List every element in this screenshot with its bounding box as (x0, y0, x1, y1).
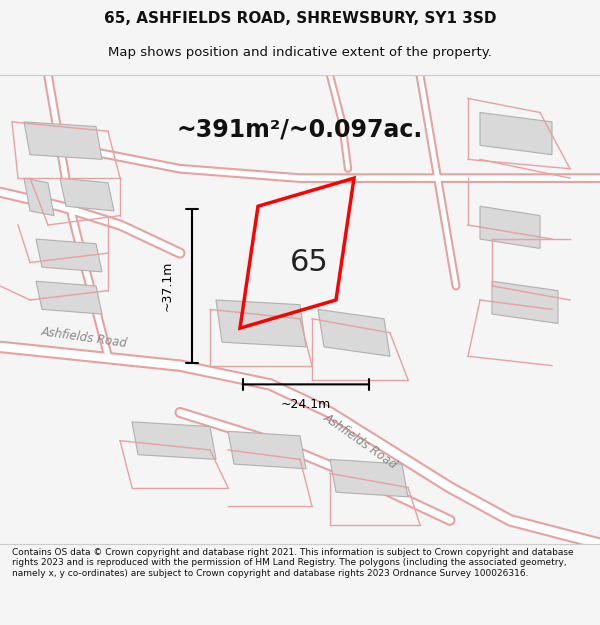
Polygon shape (228, 431, 306, 469)
Polygon shape (492, 281, 558, 324)
Polygon shape (480, 112, 552, 154)
Polygon shape (36, 281, 102, 314)
Polygon shape (24, 178, 54, 216)
Polygon shape (132, 422, 216, 459)
Polygon shape (36, 239, 102, 272)
Polygon shape (480, 206, 540, 248)
Polygon shape (24, 122, 102, 159)
Text: Ashfields Road: Ashfields Road (320, 411, 400, 471)
Text: ~37.1m: ~37.1m (161, 261, 174, 311)
Text: ~391m²/~0.097ac.: ~391m²/~0.097ac. (177, 118, 423, 141)
Polygon shape (330, 459, 408, 497)
Polygon shape (318, 309, 390, 356)
Text: ~24.1m: ~24.1m (281, 399, 331, 411)
Text: 65: 65 (290, 248, 328, 277)
Text: Contains OS data © Crown copyright and database right 2021. This information is : Contains OS data © Crown copyright and d… (12, 548, 574, 578)
Polygon shape (216, 300, 306, 347)
Text: 65, ASHFIELDS ROAD, SHREWSBURY, SY1 3SD: 65, ASHFIELDS ROAD, SHREWSBURY, SY1 3SD (104, 11, 496, 26)
Polygon shape (60, 178, 114, 211)
Text: Ashfields Road: Ashfields Road (40, 325, 128, 350)
Text: Map shows position and indicative extent of the property.: Map shows position and indicative extent… (108, 46, 492, 59)
